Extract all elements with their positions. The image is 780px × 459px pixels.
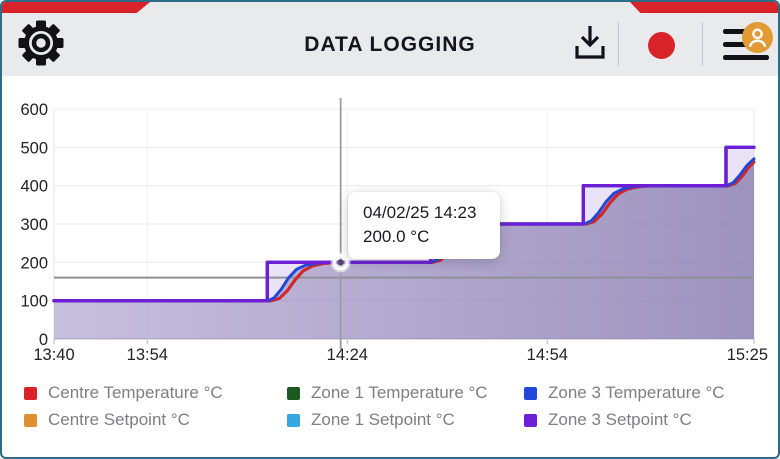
header-divider: [702, 22, 703, 66]
header-red-accent-right: [630, 2, 778, 13]
legend-item-zone1-temperature[interactable]: Zone 1 Temperature °C: [287, 382, 524, 404]
svg-text:15:25: 15:25: [727, 346, 768, 364]
svg-text:13:54: 13:54: [127, 346, 168, 364]
legend-swatch-icon: [524, 386, 537, 400]
legend-item-centre-temperature[interactable]: Centre Temperature °C: [24, 382, 287, 404]
legend-label: Zone 3 Setpoint °C: [548, 410, 692, 429]
svg-text:0: 0: [39, 331, 48, 349]
page-title: DATA LOGGING: [304, 33, 476, 56]
legend-swatch-icon: [524, 413, 537, 427]
legend-label: Zone 1 Setpoint °C: [311, 410, 455, 429]
header-bar: DATA LOGGING: [2, 2, 778, 76]
legend-item-zone3-temperature[interactable]: Zone 3 Temperature °C: [524, 382, 778, 404]
hamburger-menu-icon: [720, 28, 770, 68]
crosshair-tooltip: 04/02/25 14:23 200.0 °C: [348, 192, 500, 259]
header-divider: [618, 22, 619, 66]
svg-text:300: 300: [20, 216, 48, 234]
download-button[interactable]: [564, 20, 616, 68]
legend-swatch-icon: [24, 413, 37, 427]
legend-swatch-icon: [24, 386, 37, 400]
header-red-accent-left: [2, 2, 150, 13]
legend-item-zone3-setpoint[interactable]: Zone 3 Setpoint °C: [524, 409, 778, 431]
tooltip-datetime: 04/02/25 14:23: [363, 203, 477, 222]
download-icon: [564, 26, 616, 71]
legend-item-centre-setpoint[interactable]: Centre Setpoint °C: [24, 409, 287, 431]
svg-text:14:24: 14:24: [327, 346, 368, 364]
chart-legend: Centre Temperature °C Zone 1 Temperature…: [2, 382, 778, 431]
record-icon: [648, 31, 675, 59]
svg-text:600: 600: [20, 101, 48, 119]
legend-label: Centre Temperature °C: [48, 383, 223, 402]
svg-text:13:40: 13:40: [33, 346, 74, 364]
gear-icon: [16, 20, 66, 71]
legend-swatch-icon: [287, 413, 300, 427]
svg-text:200: 200: [20, 254, 48, 272]
user-avatar-icon: [742, 22, 773, 53]
svg-text:500: 500: [20, 139, 48, 157]
trend-chart[interactable]: 0 100 200 300 400 500 600 13:40 13:54 14:24 14:54 1…: [2, 86, 778, 376]
legend-label: Centre Setpoint °C: [48, 410, 190, 429]
legend-swatch-icon: [287, 386, 300, 400]
legend-item-zone1-setpoint[interactable]: Zone 1 Setpoint °C: [287, 409, 524, 431]
trend-chart-svg: 0 100 200 300 400 500 600 13:40 13:54 14:24 14:54 1…: [20, 98, 768, 364]
svg-text:400: 400: [20, 178, 48, 196]
svg-text:100: 100: [20, 293, 48, 311]
legend-label: Zone 3 Temperature °C: [548, 383, 725, 402]
svg-text:14:54: 14:54: [527, 346, 568, 364]
record-button[interactable]: [648, 30, 678, 60]
tooltip-value: 200.0 °C: [363, 226, 430, 246]
menu-button[interactable]: [714, 22, 776, 68]
legend-label: Zone 1 Temperature °C: [311, 383, 488, 402]
settings-button[interactable]: [16, 18, 66, 68]
